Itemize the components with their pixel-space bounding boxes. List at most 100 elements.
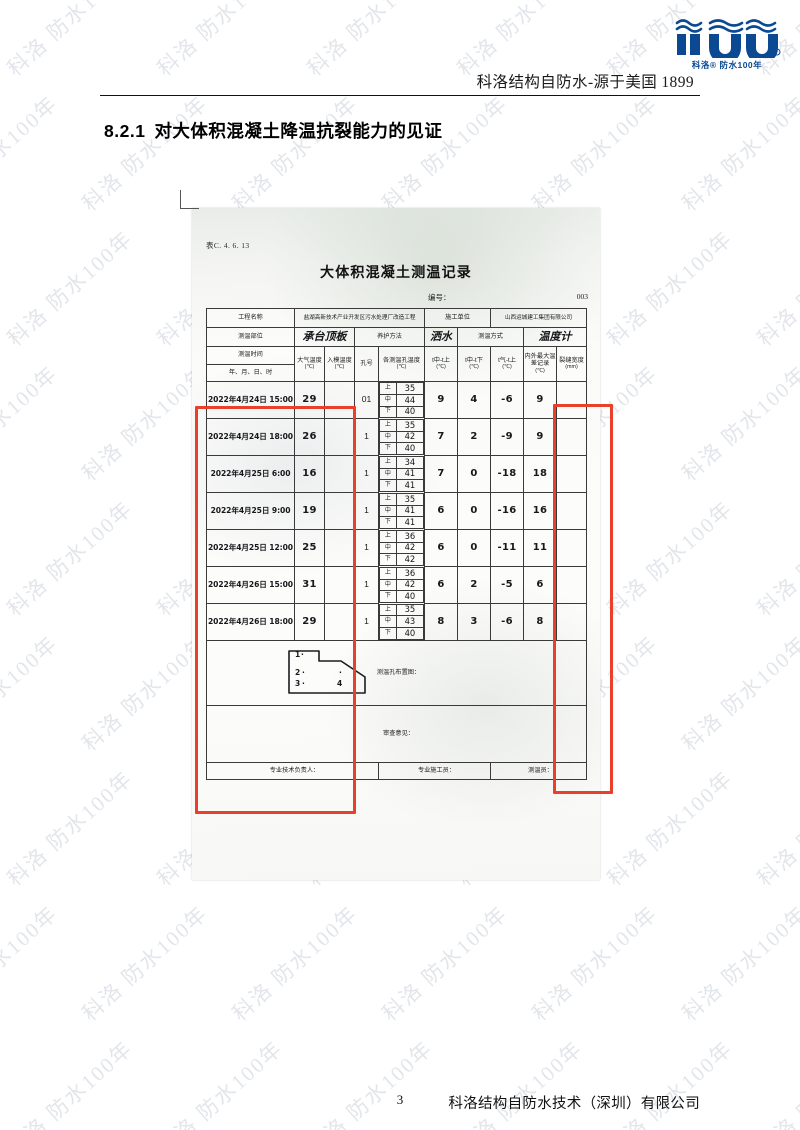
- cell-t-mid-up: 6: [424, 529, 459, 567]
- cell-t-air-up: -18: [490, 455, 525, 493]
- watermark-text: 科洛 防水100年: [752, 496, 800, 621]
- crop-mark: [180, 190, 199, 209]
- cell-t-mid-up: 7: [424, 455, 459, 493]
- section-number: 8.2.1: [104, 121, 146, 141]
- cell-crack-width: [556, 418, 588, 456]
- col-header-t-mid-down: t中-t下 (℃): [457, 346, 492, 382]
- col-header-hole-temps: 各测温孔温度 (℃): [377, 346, 426, 382]
- watermark-text: 科洛 防水100年: [753, 1036, 800, 1130]
- cell-time: 2022年4月25日 9:00: [206, 492, 295, 530]
- cell-hole-no: 1: [354, 566, 379, 604]
- cell-t-mid-up: 6: [424, 492, 459, 530]
- cell-hole-no: 1: [354, 529, 379, 567]
- cell-time: 2022年4月24日 18:00: [206, 418, 295, 456]
- cell-mold-temp: [324, 381, 355, 419]
- value-measure-position: 承台顶板: [294, 327, 355, 347]
- hole-layout-row: 测温孔布置图： 1 · 2 · 3 · · 4: [205, 640, 588, 706]
- watermark-text: 科洛 防水100年: [2, 1036, 138, 1130]
- cell-mold-temp: [324, 566, 355, 604]
- cell-t-mid-down: 3: [457, 603, 492, 641]
- cell-time: 2022年4月26日 15:00: [206, 566, 295, 604]
- cell-hole-no: 1: [354, 603, 379, 641]
- cell-crack-width: [556, 455, 588, 493]
- watermark-text: 科洛 防水100年: [752, 226, 800, 351]
- watermark-text: 科洛 防水100年: [152, 1036, 288, 1130]
- cell-air-temp: 25: [294, 529, 325, 567]
- section-title: 对大体积混凝土降温抗裂能力的见证: [154, 121, 443, 141]
- table-row: 2022年4月24日 18:00 26 1 上 35 中 42 下 40 7 2 -9 9: [206, 418, 588, 456]
- cell-hole-temps: 上 35 中 41 下 41: [379, 493, 425, 530]
- cell-hole-no: 01: [354, 381, 379, 419]
- scanned-form-image: 表C. 4. 6. 13 大体积混凝土测温记录 编号： 003 工程名称 盐湖高…: [180, 190, 600, 880]
- watermark-text: 科洛 防水100年: [377, 901, 513, 1026]
- watermark-text: 科洛 防水100年: [677, 361, 800, 486]
- form-serial-label: 编号：: [428, 293, 451, 302]
- cell-crack-width: [556, 529, 588, 567]
- watermark-text: 科洛 防水100年: [0, 91, 63, 216]
- cell-t-mid-down: 0: [457, 492, 492, 530]
- cell-time: 2022年4月25日 12:00: [206, 529, 295, 567]
- logo-mark-icon: [672, 14, 782, 64]
- brand-logo: 科洛® 防水100年: [672, 14, 782, 70]
- form-serial: 编号： 003: [428, 292, 588, 303]
- table-row: 2022年4月24日 15:00 29 01 上 35 中 44 下 40 9 4 -6 9: [206, 381, 588, 419]
- review-opinion-label: 审查意见：: [383, 729, 414, 737]
- cell-hole-no: 1: [354, 455, 379, 493]
- hole-dot-4: ·: [339, 668, 342, 677]
- cell-crack-width: [556, 381, 588, 419]
- hole-layout-label: 测温孔布置图：: [376, 668, 421, 676]
- signature-temperature-operator: 测温员：: [490, 762, 588, 780]
- cell-mold-temp: [324, 492, 355, 530]
- cell-time: 2022年4月24日 15:00: [206, 381, 295, 419]
- page-number: 3: [396, 1092, 404, 1107]
- hole-dot-1: ·: [301, 650, 304, 659]
- cell-mold-temp: [324, 418, 355, 456]
- cell-air-temp: 29: [294, 603, 325, 641]
- signature-technical-lead: 专业技术负责人：: [206, 762, 379, 780]
- value-construction-unit: 山西运城建工集团有限公司: [490, 308, 588, 328]
- cell-t-air-up: -16: [490, 492, 525, 530]
- scan-sheet: 表C. 4. 6. 13 大体积混凝土测温记录 编号： 003 工程名称 盐湖高…: [192, 208, 600, 880]
- watermark-text: 科洛 防水100年: [527, 901, 663, 1026]
- watermark-text: 科洛 防水100年: [602, 766, 738, 891]
- cell-air-temp: 19: [294, 492, 325, 530]
- col-header-air-temp: 大气温度 (℃): [294, 346, 325, 382]
- cell-max-diff: 18: [523, 455, 558, 493]
- form-info-row-project: 工程名称 盐湖高新技术产业开发区污水处理厂改造工程 施工单位 山西运城建工集团有…: [206, 308, 588, 328]
- col-header-t-mid-up: t中-t上 (℃): [424, 346, 459, 382]
- watermark-text: 科洛 防水100年: [227, 901, 363, 1026]
- cell-hole-temps: 上 36 中 42 下 40: [379, 567, 425, 604]
- watermark-text: 科洛 防水100年: [0, 631, 63, 756]
- hole-point-1: 1: [295, 650, 301, 659]
- col-header-mold-temp: 入模温度 (℃): [324, 346, 355, 382]
- table-data-body: 2022年4月24日 15:00 29 01 上 35 中 44 下 40 9 4 -6 9 2022年4…: [206, 381, 588, 641]
- watermark-text: 科洛 防水100年: [602, 226, 738, 351]
- cell-hole-temps: 上 35 中 44 下 40: [379, 382, 425, 419]
- cell-max-diff: 16: [523, 492, 558, 530]
- watermark-text: 科洛 防水100年: [677, 901, 800, 1026]
- signature-row: 专业技术负责人： 专业施工员： 测温员：: [206, 762, 588, 780]
- cell-mold-temp: [324, 455, 355, 493]
- cell-hole-temps: 上 35 中 43 下 40: [379, 603, 425, 641]
- cell-time: 2022年4月26日 18:00: [206, 603, 295, 641]
- table-row: 2022年4月25日 12:00 25 1 上 36 中 42 下 42 6 0 -11 11: [206, 529, 588, 567]
- cell-t-mid-down: 0: [457, 455, 492, 493]
- cell-t-mid-down: 0: [457, 529, 492, 567]
- col-header-hole-no: 孔号: [354, 346, 379, 382]
- table-row: 2022年4月25日 9:00 19 1 上 35 中 41 下 41 6 0 -16 16: [206, 492, 588, 530]
- watermark-text: 科洛 防水100年: [0, 361, 63, 486]
- watermark-text: 科洛 防水100年: [602, 496, 738, 621]
- form-info-row-position: 测温部位 承台顶板 养护方法 洒水 测温方式 温度计: [206, 327, 588, 347]
- col-header-max-diff: 内外最大温差记录 (℃): [523, 346, 558, 382]
- hole-point-3: 3: [295, 679, 301, 688]
- cell-air-temp: 16: [294, 455, 325, 493]
- cell-max-diff: 8: [523, 603, 558, 641]
- cell-mold-temp: [324, 529, 355, 567]
- signature-site-worker: 专业施工员：: [377, 762, 492, 780]
- cell-hole-temps: 上 34 中 41 下 41: [379, 456, 425, 493]
- label-project-name: 工程名称: [206, 308, 295, 328]
- cell-max-diff: 6: [523, 566, 558, 604]
- cell-t-air-up: -11: [490, 529, 525, 567]
- header-title: 科洛结构自防水-源于美国 1899: [476, 74, 694, 91]
- hole-layout-diagram: 1 · 2 · 3 · · 4: [285, 647, 373, 699]
